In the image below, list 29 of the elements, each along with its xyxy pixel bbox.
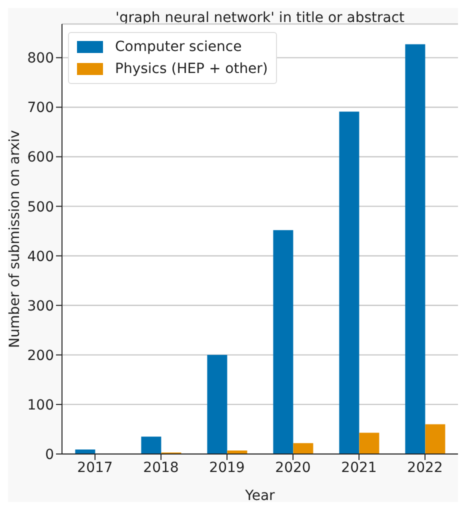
x-tick-label: 2019: [209, 460, 245, 476]
x-tick-label: 2017: [77, 460, 113, 476]
y-tick-label: 200: [27, 348, 54, 364]
x-tick-label: 2020: [275, 460, 311, 476]
bar: [207, 354, 228, 454]
x-tick-label: 2022: [407, 460, 443, 476]
x-tick-label: 2018: [143, 460, 179, 476]
y-tick-label: 800: [27, 50, 54, 67]
y-tick-label: 600: [27, 150, 54, 166]
bar: [425, 424, 446, 454]
bar: [141, 436, 162, 454]
y-tick-label: 300: [27, 298, 54, 314]
y-axis-title: Number of submission on arxiv: [6, 130, 23, 348]
legend-label: Computer science: [115, 39, 242, 55]
bar: [273, 230, 294, 454]
x-tick-label: 2021: [341, 460, 377, 476]
bar: [339, 112, 360, 454]
y-tick-label: 700: [27, 100, 54, 116]
y-tick-label: 400: [27, 248, 54, 265]
bar: [359, 432, 380, 454]
legend-label: Physics (HEP + other): [115, 61, 268, 77]
bar: [293, 443, 314, 454]
y-tick-label: 500: [27, 199, 54, 216]
bar: [75, 450, 96, 454]
bar: [405, 44, 426, 454]
y-tick-label: 0: [45, 446, 54, 463]
chart-title: 'graph neural network' in title or abstract: [114, 10, 406, 26]
y-tick-label: 100: [27, 397, 54, 414]
x-axis-title: Year: [244, 488, 276, 504]
